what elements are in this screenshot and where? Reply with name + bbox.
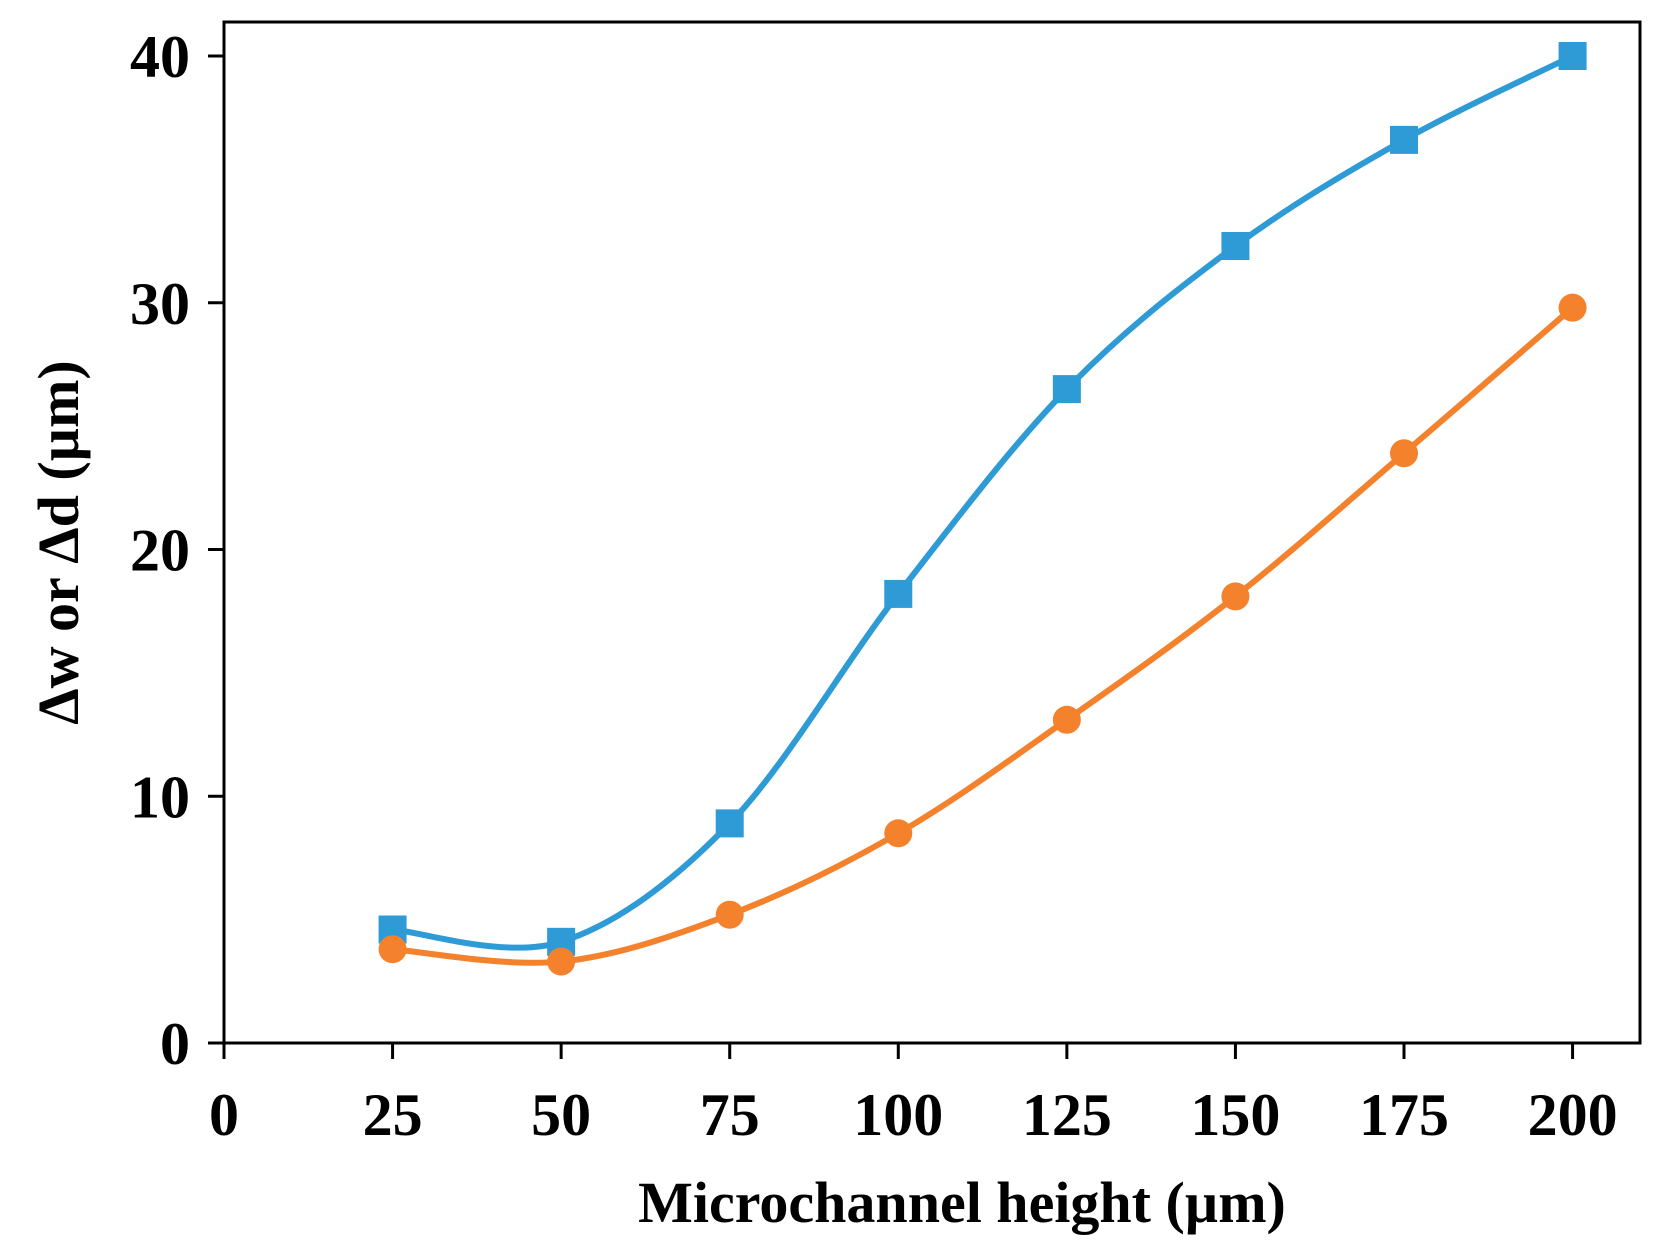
- series-line-delta-d: [389, 304, 1576, 966]
- x-tick-label-50: 50: [531, 1082, 591, 1148]
- y-tick-label-0: 0: [160, 1011, 190, 1077]
- data-point-delta-d-75: [715, 900, 744, 929]
- x-tick-label-100: 100: [853, 1082, 943, 1148]
- plot-frame: [222, 20, 1642, 1045]
- x-tick-label-125: 125: [1022, 1082, 1112, 1148]
- x-tick-label-200: 200: [1528, 1082, 1618, 1148]
- y-axis-title: Δw or Δd (µm): [26, 360, 91, 724]
- data-point-delta-d-150: [1221, 582, 1250, 611]
- x-tick-label-25: 25: [363, 1082, 423, 1148]
- x-tick-label-75: 75: [700, 1082, 760, 1148]
- data-point-delta-d-25: [378, 935, 407, 964]
- data-point-delta-w-75: [715, 809, 744, 838]
- y-tick-label-10: 10: [130, 764, 190, 830]
- data-point-delta-d-50: [547, 947, 576, 976]
- data-point-delta-w-100: [884, 579, 913, 608]
- data-point-delta-w-150: [1221, 231, 1250, 260]
- series-line-delta-w: [389, 53, 1576, 951]
- x-tick-label-175: 175: [1359, 1082, 1449, 1148]
- x-tick-label-0: 0: [209, 1082, 239, 1148]
- data-point-delta-d-200: [1558, 293, 1587, 322]
- y-tick-label-30: 30: [130, 271, 190, 337]
- y-tick-label-40: 40: [130, 24, 190, 90]
- data-point-delta-w-175: [1390, 125, 1418, 154]
- x-axis-title: Microchannel height (µm): [638, 1170, 1286, 1235]
- y-tick-label-20: 20: [130, 518, 190, 584]
- data-point-delta-d-125: [1052, 705, 1081, 734]
- data-point-delta-w-200: [1558, 42, 1587, 70]
- x-tick-label-150: 150: [1190, 1082, 1280, 1148]
- data-point-delta-d-100: [884, 819, 913, 848]
- data-point-delta-d-175: [1390, 439, 1418, 468]
- data-point-delta-w-125: [1052, 375, 1081, 404]
